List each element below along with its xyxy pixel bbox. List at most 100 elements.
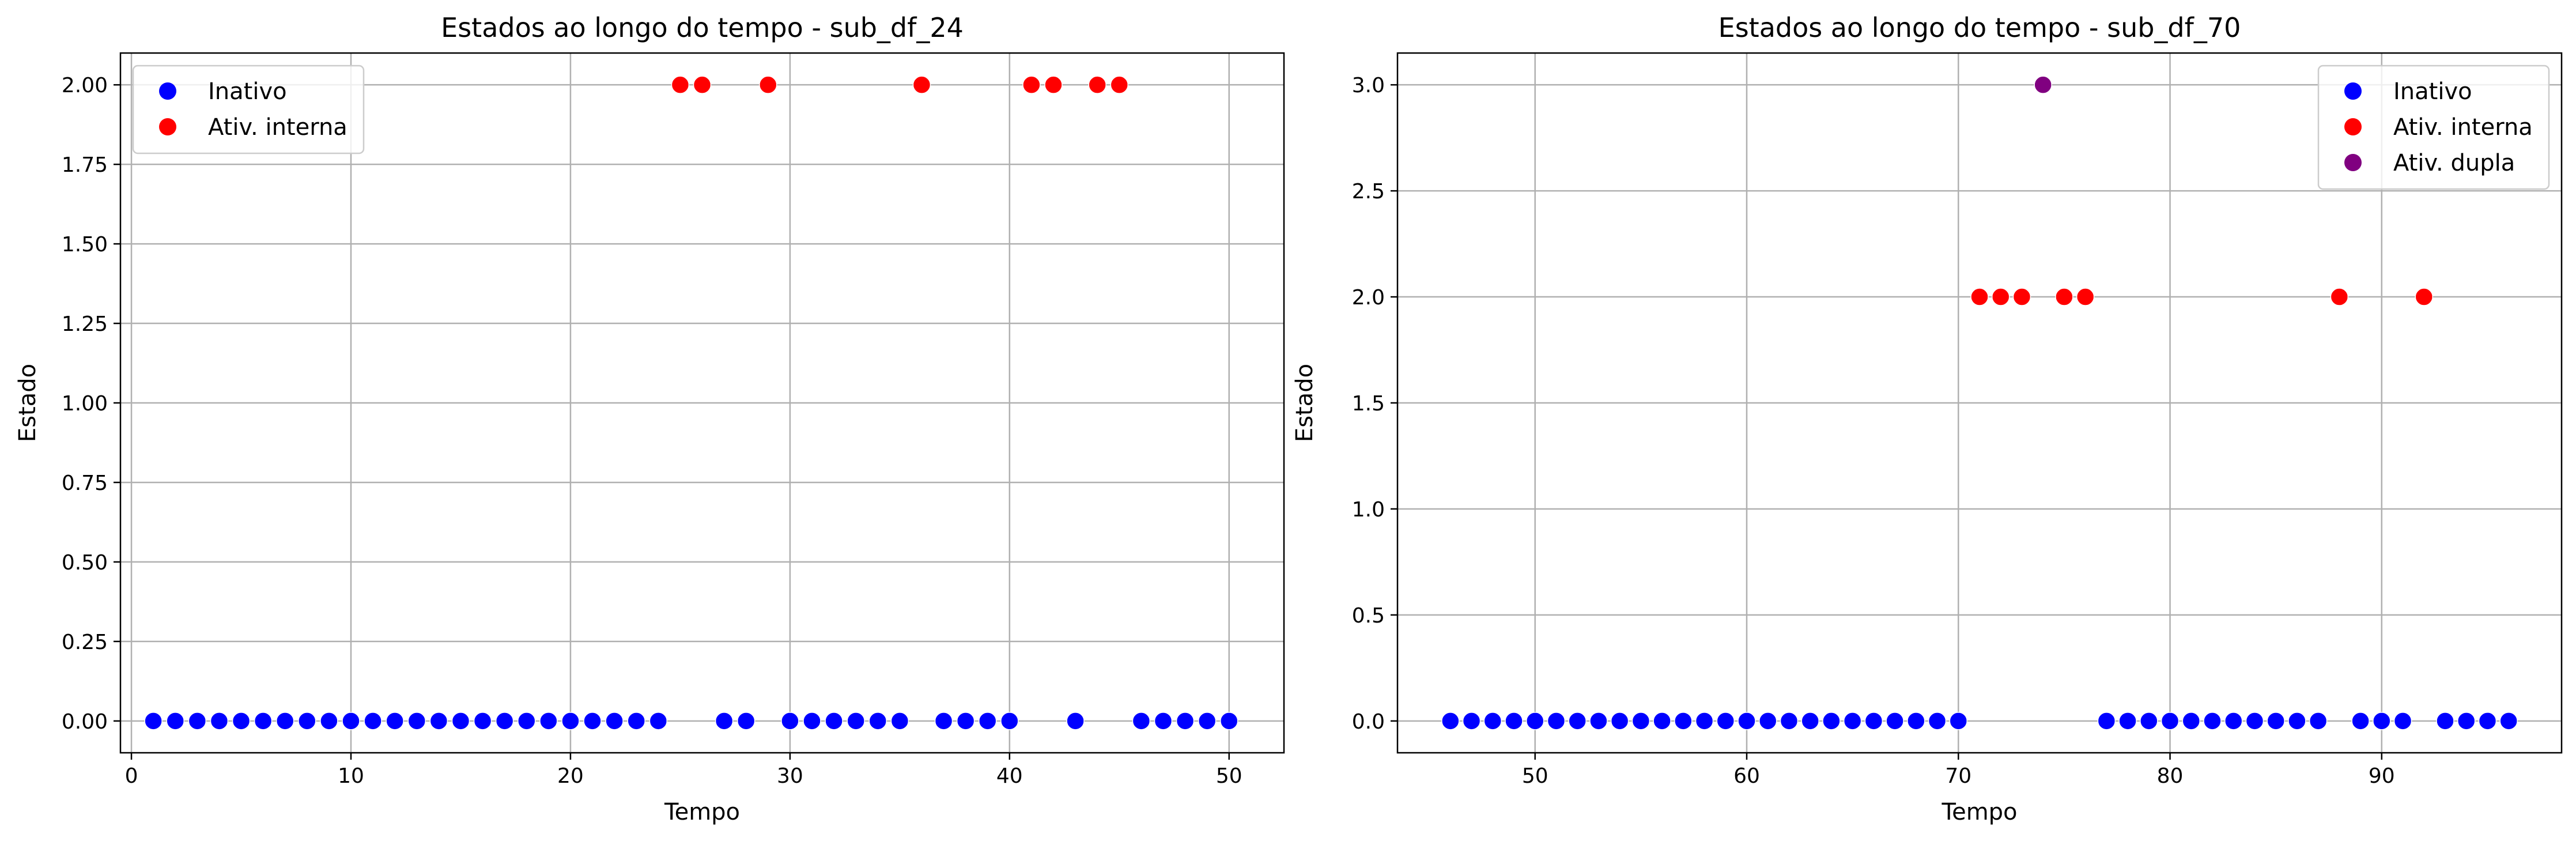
y-tick-label: 1.75 — [62, 153, 108, 177]
data-point — [1716, 712, 1735, 730]
chart-title: Estados ao longo do tempo - sub_df_70 — [1718, 12, 2241, 43]
y-tick-label: 1.25 — [62, 312, 108, 336]
x-axis-label: Tempo — [664, 799, 740, 825]
series-inativo — [144, 712, 1238, 730]
data-point — [715, 712, 734, 730]
data-point — [2373, 712, 2391, 730]
data-point — [188, 712, 207, 730]
data-point — [2309, 712, 2328, 730]
y-tick-label: 0.0 — [1352, 710, 1385, 734]
data-point — [693, 76, 712, 94]
data-point — [1154, 712, 1173, 730]
data-point — [890, 712, 909, 730]
data-point — [1462, 712, 1481, 730]
data-point — [275, 712, 294, 730]
data-point — [1970, 288, 1989, 306]
data-point — [2393, 712, 2412, 730]
data-point — [2076, 288, 2095, 306]
data-point — [1441, 712, 1460, 730]
data-point — [386, 712, 404, 730]
legend-box — [2317, 65, 2550, 190]
y-tick-label: 2.0 — [1352, 286, 1385, 310]
data-point — [956, 712, 975, 730]
data-point — [868, 712, 887, 730]
data-point — [1907, 712, 1925, 730]
data-point — [934, 712, 953, 730]
data-point — [495, 712, 514, 730]
data-point — [1780, 712, 1799, 730]
data-point — [1088, 76, 1106, 94]
y-axis-label: Estado — [1291, 364, 1318, 442]
legend-box — [132, 65, 365, 154]
x-tick-label: 90 — [2369, 764, 2395, 788]
data-point — [1843, 712, 1862, 730]
x-axis-label: Tempo — [1941, 799, 2017, 825]
y-tick-label: 2.00 — [62, 74, 108, 97]
data-point — [1044, 76, 1063, 94]
legend-marker — [159, 118, 176, 135]
chart-panel-2: 50 60 70 80 90 0.0 0.5 1.0 1.5 2.0 2.5 3.0 Estados a… — [1291, 12, 2563, 825]
y-tick-label: 1.5 — [1352, 392, 1385, 416]
legend-label: Ativ. dupla — [2393, 150, 2515, 176]
data-point — [1928, 712, 1947, 730]
data-point — [2499, 712, 2518, 730]
data-point — [2224, 712, 2243, 730]
x-tick-label: 20 — [557, 764, 584, 788]
data-point — [1176, 712, 1195, 730]
data-point — [254, 712, 273, 730]
data-point — [627, 712, 645, 730]
data-point — [781, 712, 799, 730]
data-point — [759, 76, 777, 94]
data-point — [2203, 712, 2222, 730]
data-point — [2055, 288, 2073, 306]
data-point — [2351, 712, 2370, 730]
y-tick-label: 0.25 — [62, 631, 108, 654]
data-point — [2182, 712, 2201, 730]
data-point — [2478, 712, 2497, 730]
x-tick-label: 10 — [338, 764, 364, 788]
data-point — [429, 712, 448, 730]
data-point — [1822, 712, 1841, 730]
y-tick-label: 0.00 — [62, 710, 108, 734]
legend-marker — [159, 82, 176, 100]
data-point — [451, 712, 470, 730]
data-point — [364, 712, 382, 730]
chart-panel-1: 0 10 20 30 40 50 0.00 0.25 0.50 0.75 1.00 1.25 1.50 1… — [14, 12, 1285, 825]
data-point — [1886, 712, 1904, 730]
data-point — [1949, 712, 1968, 730]
legend-marker — [2344, 82, 2362, 100]
data-point — [1220, 712, 1238, 730]
data-point — [978, 712, 997, 730]
data-point — [320, 712, 338, 730]
data-point — [1695, 712, 1714, 730]
data-point — [1132, 712, 1151, 730]
legend-label: Ativ. interna — [208, 114, 348, 141]
data-point — [605, 712, 624, 730]
data-point — [2140, 712, 2158, 730]
data-point — [2436, 712, 2454, 730]
data-point — [210, 712, 229, 730]
legend-marker — [2344, 118, 2362, 135]
y-tick-label: 0.75 — [62, 471, 108, 495]
data-point — [539, 712, 558, 730]
data-point — [1864, 712, 1883, 730]
y-tick-label: 0.50 — [62, 551, 108, 575]
data-point — [1589, 712, 1608, 730]
data-point — [1653, 712, 1671, 730]
data-point — [1631, 712, 1650, 730]
data-point — [2034, 76, 2052, 94]
y-tick-label: 1.50 — [62, 233, 108, 256]
y-axis-label: Estado — [14, 364, 41, 442]
data-point — [517, 712, 536, 730]
series-ativ-interna — [1970, 288, 2434, 306]
data-point — [2267, 712, 2285, 730]
data-point — [825, 712, 843, 730]
data-point — [671, 76, 690, 94]
series-inativo — [1441, 712, 2518, 730]
data-point — [144, 712, 163, 730]
data-point — [1066, 712, 1085, 730]
legend: Inativo Ativ. interna Ativ. dupla — [2317, 65, 2550, 190]
data-point — [583, 712, 602, 730]
data-point — [1022, 76, 1041, 94]
y-tick-label: 2.5 — [1352, 180, 1385, 203]
